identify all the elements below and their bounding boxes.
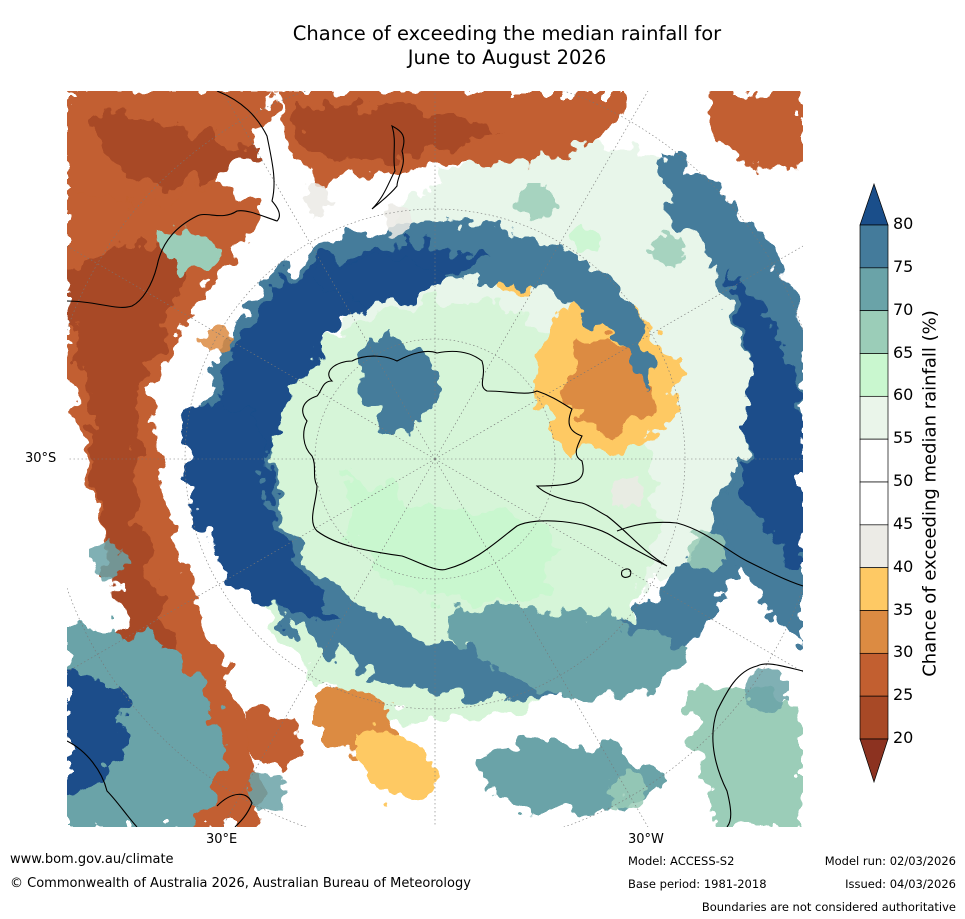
lat-label-30s: 30°S <box>25 451 57 466</box>
colorbar-tick-label: 70 <box>893 299 914 319</box>
colorbar-tick-label: 75 <box>893 256 914 276</box>
africa-coast <box>67 740 138 827</box>
colorbar-tick-label: 40 <box>893 556 914 576</box>
colorbar-segments <box>859 183 889 783</box>
colorbar-band <box>859 395 889 440</box>
new-zealand-coast <box>371 124 405 210</box>
colorbar-band <box>859 524 889 569</box>
colorbar-band <box>859 610 889 654</box>
australia-coast <box>67 91 281 308</box>
colorbar-tick-label: 30 <box>893 642 914 662</box>
colorbar-band <box>859 267 889 312</box>
map-canvas <box>67 91 803 827</box>
colorbar-band <box>859 224 889 269</box>
graticule <box>67 91 803 827</box>
colorbar-extend-bottom <box>859 738 889 783</box>
colorbar-tick-label: 20 <box>893 728 914 747</box>
footer-site: www.bom.gov.au/climate <box>10 852 174 867</box>
title-line-2: June to August 2026 <box>407 46 607 69</box>
footer-copyright: © Commonwealth of Australia 2026, Austra… <box>10 876 471 891</box>
antarctica-coast <box>302 350 668 571</box>
colorbar-band <box>859 481 889 526</box>
footer-model-run: Model run: 02/03/2026 <box>824 854 956 868</box>
rainfall-speckle <box>89 183 789 811</box>
colorbar-extend-top <box>859 183 889 226</box>
colorbar-tick-label: 60 <box>893 385 914 405</box>
colorbar-band <box>859 652 889 697</box>
colorbar-tick-label: 80 <box>893 214 914 233</box>
footer-issued: Issued: 04/03/2026 <box>845 877 956 891</box>
colorbar-band <box>859 695 889 740</box>
colorbar-band <box>859 310 889 354</box>
lon-label-30e: 30°E <box>206 832 238 847</box>
colorbar-band <box>859 438 889 483</box>
colorbar-tick-label: 25 <box>893 685 914 705</box>
footer-model: Model: ACCESS-S2 <box>628 854 735 868</box>
colorbar-tick-label: 65 <box>893 342 914 362</box>
lon-label-30w: 30°W <box>628 832 664 847</box>
footer-base-period: Base period: 1981-2018 <box>628 877 767 891</box>
map-title: Chance of exceeding the median rainfall … <box>0 22 965 70</box>
colorbar-tick-label: 45 <box>893 513 914 533</box>
falkland-coast <box>621 568 632 578</box>
colorbar <box>859 183 889 783</box>
colorbar-tick-label: 50 <box>893 471 914 490</box>
title-line-1: Chance of exceeding the median rainfall … <box>292 22 722 45</box>
coastlines <box>67 91 803 827</box>
rainfall-map <box>67 91 803 827</box>
colorbar-tick-label: 55 <box>893 428 914 448</box>
colorbar-label: Chance of exceeding median rainfall (%) <box>919 310 941 677</box>
south-america-coast <box>616 521 803 827</box>
colorbar-tick-label: 35 <box>893 599 914 619</box>
footer-disclaimer: Boundaries are not considered authoritat… <box>701 900 956 914</box>
colorbar-band <box>859 353 889 397</box>
colorbar-band <box>859 567 889 611</box>
madagascar-coast <box>216 793 253 827</box>
rainfall-fields <box>67 91 803 827</box>
